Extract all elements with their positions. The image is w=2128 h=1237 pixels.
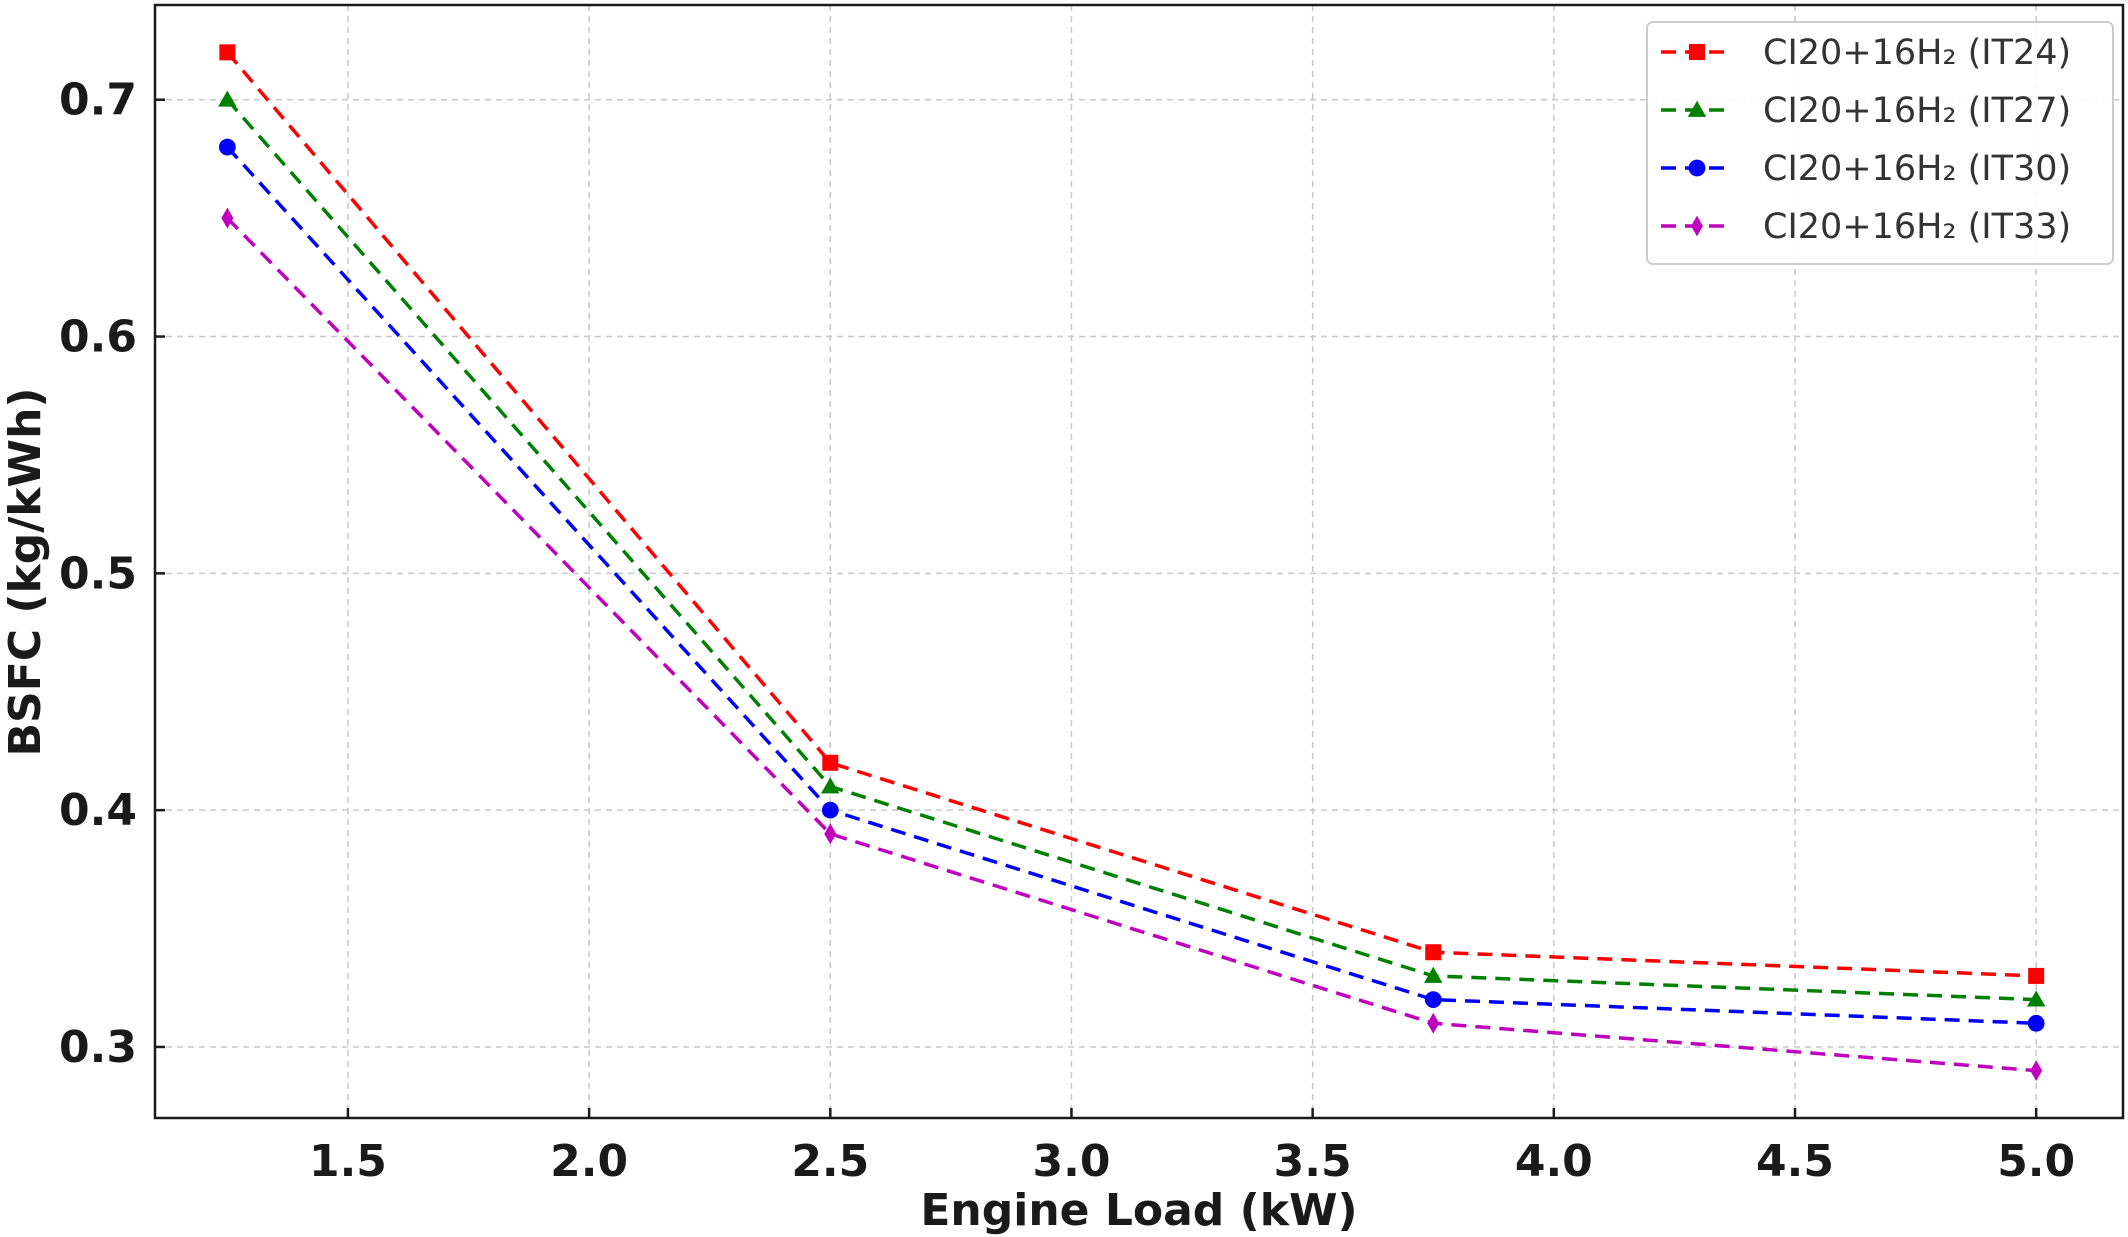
legend-marker <box>1688 159 1706 177</box>
data-point <box>2030 1060 2043 1082</box>
series-line <box>226 145 2037 1026</box>
legend-item: CI20+16H₂ (IT27) <box>1661 91 2071 131</box>
legend-item: CI20+16H₂ (IT33) <box>1661 207 2071 247</box>
x-tick-label: 1.5 <box>309 1136 387 1187</box>
x-axis-label: Engine Load (kW) <box>920 1185 1357 1236</box>
legend-label: CI20+16H₂ (IT30) <box>1763 149 2071 189</box>
data-point <box>218 90 237 107</box>
legend-marker <box>1689 44 1705 60</box>
legend-item: CI20+16H₂ (IT24) <box>1661 33 2071 73</box>
y-tick-label: 0.3 <box>59 1022 137 1073</box>
data-point <box>821 777 840 794</box>
legend-marker <box>1687 100 1707 117</box>
plot-frame <box>153 3 2125 1120</box>
data-point <box>2026 990 2046 1007</box>
series-2 <box>218 90 2046 1007</box>
legend-box <box>1646 21 2114 265</box>
legend-item: CI20+16H₂ (IT30) <box>1661 149 2071 189</box>
series-1 <box>219 44 2045 984</box>
data-point <box>1427 1012 1440 1034</box>
x-tick-label: 3.0 <box>1032 1136 1110 1187</box>
data-point <box>821 801 839 819</box>
x-tick-label: 4.0 <box>1515 1136 1593 1187</box>
data-point <box>2028 967 2045 984</box>
y-tick-label: 0.7 <box>59 75 137 126</box>
series-3 <box>218 138 2045 1032</box>
x-tick-label: 5.0 <box>1997 1136 2075 1187</box>
grid <box>155 5 2123 1118</box>
data-point <box>824 823 837 845</box>
series-4 <box>221 207 2043 1082</box>
axis-ticks: 1.5 2.0 2.5 3.0 3.5 4.0 4.5 5.0 0.3 0.4 0.5 0.6 0.7 <box>59 75 2075 1187</box>
data-point <box>1424 991 1442 1008</box>
data-point <box>219 44 236 61</box>
legend: CI20+16H₂ (IT24) CI20+16H₂ (IT27) CI20+16H… <box>1646 21 2114 265</box>
x-tick-label: 2.5 <box>791 1136 869 1187</box>
data-point <box>2027 1014 2045 1032</box>
data-point <box>218 138 236 156</box>
legend-label: CI20+16H₂ (IT33) <box>1763 207 2071 247</box>
legend-label: CI20+16H₂ (IT27) <box>1763 91 2071 131</box>
y-tick-label: 0.4 <box>59 785 137 836</box>
y-tick-label: 0.5 <box>59 548 137 599</box>
legend-label: CI20+16H₂ (IT24) <box>1763 33 2071 73</box>
plot-series <box>218 44 2046 1082</box>
data-point <box>221 207 234 229</box>
y-axis-label: BSFC (kg/kWh) <box>0 387 51 756</box>
legend-marker <box>1691 215 1703 237</box>
series-line <box>226 51 2037 978</box>
data-point <box>1425 944 1442 961</box>
x-tick-label: 4.5 <box>1756 1136 1834 1187</box>
y-tick-label: 0.6 <box>59 312 137 363</box>
data-point <box>822 754 839 771</box>
series-line <box>226 98 2037 1002</box>
x-tick-label: 2.0 <box>550 1136 628 1187</box>
series-line <box>226 216 2037 1073</box>
x-tick-label: 3.5 <box>1274 1136 1352 1187</box>
data-point <box>1424 966 1443 983</box>
